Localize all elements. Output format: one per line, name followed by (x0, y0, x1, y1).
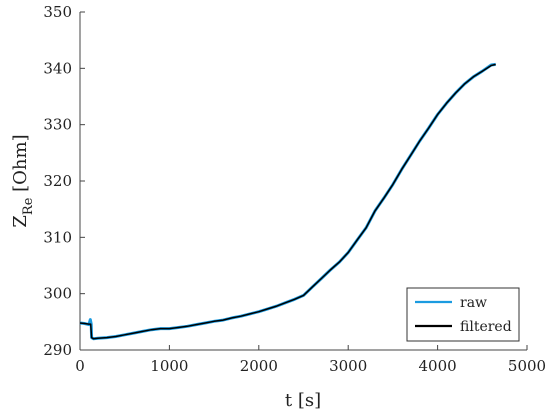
legend-label-raw: raw (460, 295, 487, 311)
tick-layer: 0 1000 2000 3000 4000 5000 290 300 310 320 330 340 3… (43, 3, 546, 375)
y-axis-label: ZRe [Ohm] (10, 134, 36, 227)
y-axis-label-main: Z (10, 215, 31, 228)
x-axis-label: t [s] (285, 390, 321, 411)
x-tick-label: 3000 (329, 357, 367, 375)
y-axis-label-unit: [Ohm] (10, 134, 31, 191)
y-tick-label: 350 (43, 3, 72, 21)
x-tick-label: 4000 (419, 357, 457, 375)
series-layer (79, 62, 496, 341)
x-tick-label: 2000 (240, 357, 278, 375)
y-tick-label: 310 (43, 228, 72, 246)
y-tick-label: 340 (43, 59, 72, 77)
y-tick-label: 290 (43, 341, 72, 359)
x-tick-label: 1000 (150, 357, 188, 375)
x-tick-label: 5000 (508, 357, 546, 375)
legend-label-filtered: filtered (460, 319, 512, 335)
legend: raw filtered (406, 287, 520, 342)
y-tick-label: 330 (43, 116, 72, 134)
svg-text:ZRe [Ohm]: ZRe [Ohm] (10, 134, 36, 227)
y-tick-label: 320 (43, 172, 72, 190)
y-axis-label-subscript: Re (21, 197, 36, 215)
series-line-filtered (79, 63, 496, 340)
x-tick-label: 0 (75, 357, 85, 375)
plot-area: 0 1000 2000 3000 4000 5000 290 300 310 320 330 340 3… (43, 3, 546, 375)
legend-box (406, 287, 520, 342)
y-tick-label: 300 (43, 285, 72, 303)
